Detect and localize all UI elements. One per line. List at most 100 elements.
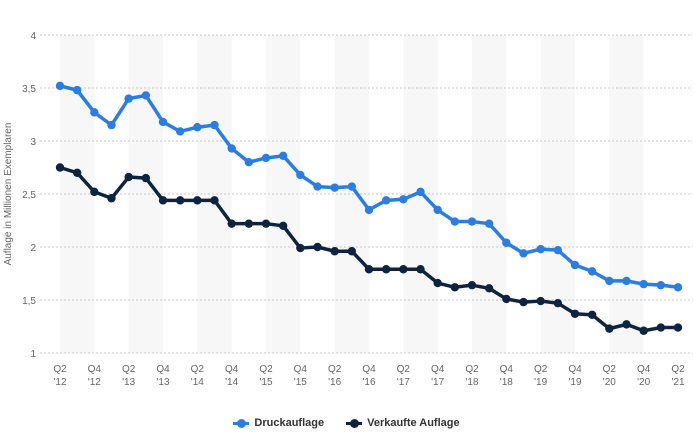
data-point[interactable]: [347, 182, 357, 191]
data-point[interactable]: [364, 265, 374, 274]
data-point[interactable]: [313, 182, 322, 191]
data-point[interactable]: [193, 123, 202, 132]
data-point[interactable]: [622, 320, 631, 329]
x-tick-label: Q4'16: [362, 364, 376, 388]
data-point[interactable]: [502, 294, 511, 304]
y-tick-label: 2,5: [22, 190, 36, 201]
data-point[interactable]: [124, 172, 133, 182]
data-point[interactable]: [55, 81, 65, 91]
data-point[interactable]: [656, 280, 666, 290]
data-point[interactable]: [399, 195, 408, 204]
data-point[interactable]: [381, 265, 391, 274]
x-tick-label: Q2'12: [53, 364, 67, 388]
data-point[interactable]: [399, 265, 408, 274]
background-band: [197, 35, 232, 353]
data-point[interactable]: [175, 196, 185, 205]
background-band: [266, 35, 301, 353]
x-tick-label: Q4'13: [156, 364, 170, 388]
data-point[interactable]: [553, 298, 563, 308]
data-point[interactable]: [107, 120, 116, 130]
data-point[interactable]: [553, 245, 563, 255]
line-chart: 1 1,5 2 2,5 3 3,5 4 Q2'12 Q4'12 Q2'13 Q4'13 Q2'14 Q4…: [3, 31, 693, 388]
y-tick-label: 3,5: [22, 84, 36, 95]
data-point[interactable]: [90, 108, 99, 117]
data-point[interactable]: [175, 127, 185, 136]
x-tick-label: Q4'19: [568, 364, 582, 388]
x-tick-label: Q4'17: [431, 364, 445, 388]
x-tick-label: Q2'14: [191, 364, 205, 388]
data-point[interactable]: [364, 205, 374, 215]
data-point[interactable]: [450, 217, 460, 226]
data-point[interactable]: [261, 153, 271, 163]
data-point[interactable]: [536, 296, 545, 306]
legend-marker-icon: [346, 418, 363, 428]
data-point[interactable]: [330, 183, 339, 192]
data-point[interactable]: [622, 276, 631, 286]
data-point[interactable]: [296, 243, 305, 253]
data-point[interactable]: [605, 276, 614, 286]
data-point[interactable]: [519, 249, 528, 258]
data-point[interactable]: [570, 309, 580, 318]
data-point[interactable]: [141, 91, 151, 100]
data-point[interactable]: [261, 219, 271, 228]
legend-label: Druckauflage: [254, 417, 325, 429]
x-tick-label: Q2'21: [671, 364, 685, 388]
data-point[interactable]: [55, 163, 65, 172]
data-point[interactable]: [278, 221, 288, 230]
data-point[interactable]: [381, 196, 391, 205]
data-point[interactable]: [158, 117, 168, 127]
data-point[interactable]: [570, 260, 580, 270]
data-point[interactable]: [587, 310, 597, 320]
data-point[interactable]: [90, 187, 99, 197]
data-point[interactable]: [416, 187, 425, 197]
legend-item-verkaufte-auflage[interactable]: Verkaufte Auflage: [346, 417, 460, 429]
y-tick-label: 1,5: [22, 296, 36, 307]
data-point[interactable]: [313, 242, 322, 252]
data-point[interactable]: [141, 173, 151, 183]
data-point[interactable]: [673, 323, 683, 332]
x-tick-label: Q2'15: [259, 364, 273, 388]
data-point[interactable]: [296, 170, 305, 180]
data-point[interactable]: [536, 244, 545, 254]
data-point[interactable]: [450, 283, 460, 292]
data-point[interactable]: [227, 219, 236, 228]
data-point[interactable]: [673, 283, 683, 292]
y-tick-label: 3: [30, 137, 36, 148]
data-point[interactable]: [639, 326, 648, 335]
legend-item-druckauflage[interactable]: Druckauflage: [233, 417, 324, 429]
data-point[interactable]: [639, 279, 648, 289]
y-tick-label: 2: [30, 243, 36, 254]
data-point[interactable]: [210, 196, 219, 205]
legend: Druckauflage Verkaufte Auflage: [0, 417, 693, 429]
data-point[interactable]: [502, 238, 511, 247]
data-point[interactable]: [467, 280, 477, 290]
data-point[interactable]: [244, 219, 254, 228]
data-point[interactable]: [433, 278, 442, 288]
data-point[interactable]: [158, 196, 168, 205]
data-point[interactable]: [330, 247, 339, 256]
y-tick-label: 1: [30, 349, 36, 360]
data-point[interactable]: [433, 205, 442, 215]
data-point[interactable]: [656, 323, 666, 332]
data-point[interactable]: [107, 194, 116, 203]
x-tick-label: Q4'12: [88, 364, 102, 388]
data-point[interactable]: [484, 284, 494, 293]
data-point[interactable]: [278, 151, 288, 161]
data-point[interactable]: [72, 168, 82, 177]
data-point[interactable]: [484, 219, 494, 228]
data-point[interactable]: [519, 297, 528, 307]
data-point[interactable]: [244, 158, 254, 167]
data-point[interactable]: [124, 94, 133, 103]
x-tick-label: Q2'17: [397, 364, 411, 388]
data-point[interactable]: [416, 265, 425, 274]
data-point[interactable]: [227, 144, 236, 153]
series-verkaufte-auflage: [55, 163, 683, 335]
data-point[interactable]: [587, 267, 597, 276]
data-point[interactable]: [193, 196, 202, 205]
data-point[interactable]: [210, 120, 219, 130]
data-point[interactable]: [467, 217, 477, 226]
data-point[interactable]: [347, 247, 357, 256]
data-point[interactable]: [605, 324, 614, 333]
data-point[interactable]: [72, 85, 82, 95]
